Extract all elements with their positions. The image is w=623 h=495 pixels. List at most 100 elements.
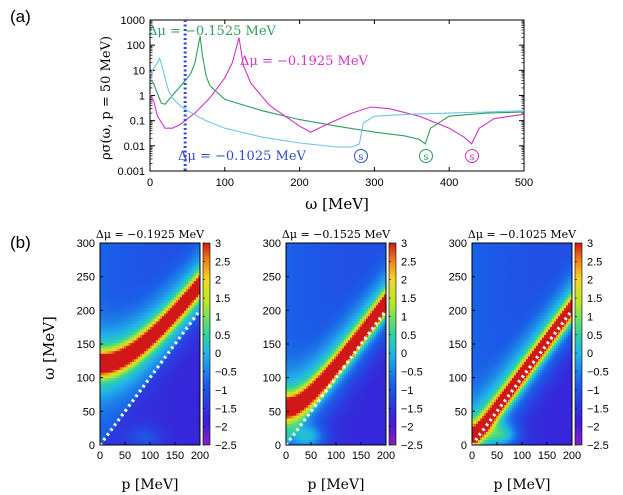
heatmap-cell — [150, 318, 153, 322]
heatmap-cell — [304, 420, 307, 424]
heatmap-cell — [122, 420, 125, 424]
heatmap-cell — [138, 401, 141, 405]
heatmap-cell — [132, 310, 135, 314]
heatmap-cell — [160, 409, 163, 414]
heatmap-cell — [178, 436, 181, 441]
heatmap-cell — [286, 420, 289, 424]
heatmap-cell — [312, 401, 315, 405]
heatmap-cell — [186, 350, 189, 354]
heatmap-cell — [148, 385, 151, 389]
heatmap-cell — [288, 404, 291, 408]
heatmap-cell — [126, 296, 129, 300]
heatmap-cell — [166, 318, 169, 322]
heatmap-cell — [122, 342, 125, 346]
heatmap-cell — [182, 323, 185, 327]
heatmap-cell — [184, 431, 187, 435]
heatmap-cell — [110, 383, 113, 387]
heatmap-cell — [116, 267, 119, 271]
heatmap-cell — [148, 348, 151, 352]
heatmap-cell — [310, 245, 313, 249]
heatmap-cell — [140, 345, 143, 349]
heatmap-cell — [194, 259, 197, 263]
heatmap-cell — [294, 307, 297, 311]
heatmap-cell — [126, 439, 129, 443]
heatmap-cell — [132, 337, 135, 341]
heatmap-cell — [108, 399, 111, 403]
heatmap-cell — [300, 310, 303, 314]
heatmap-cell — [192, 313, 195, 317]
heatmap-cell — [134, 412, 137, 416]
heatmap-cell — [188, 313, 191, 317]
heatmap-cell — [192, 423, 195, 427]
heatmap-cell — [102, 304, 105, 309]
heatmap-cell — [194, 431, 197, 435]
heatmap-cell — [154, 393, 157, 397]
heatmap-cell — [140, 321, 143, 325]
y-tick-label: 0.001 — [117, 166, 145, 178]
heatmap-cell — [158, 304, 161, 309]
heatmap-cell — [300, 323, 303, 327]
heatmap-cell — [300, 401, 303, 405]
heatmap-cell — [104, 339, 107, 344]
heatmap-cell — [166, 420, 169, 424]
heatmap-cell — [296, 307, 299, 311]
heatmap-cell — [308, 434, 311, 438]
heatmap-cell — [124, 439, 127, 443]
heatmap-cell — [300, 253, 303, 257]
heatmap-cell — [182, 366, 185, 370]
heatmap-cell — [134, 372, 137, 376]
heatmap-cell — [110, 366, 113, 370]
heatmap-cell — [132, 321, 135, 325]
heatmap-cell — [184, 259, 187, 263]
heatmap-cell — [142, 377, 145, 381]
heatmap-cell — [114, 353, 117, 357]
heatmap-cell — [168, 269, 171, 274]
heatmap-cell — [124, 342, 127, 346]
heatmap-cell — [120, 251, 123, 255]
heatmap-cell — [162, 369, 165, 373]
heatmap-cell — [106, 326, 109, 330]
heatmap-cell — [294, 310, 297, 314]
heatmap-cell — [112, 401, 115, 405]
heatmap-cell — [126, 248, 129, 252]
heatmap-cell — [198, 423, 201, 427]
heatmap-cell — [302, 361, 305, 365]
heatmap-cell — [196, 269, 199, 274]
heatmap-cell — [296, 329, 299, 333]
heatmap-cell — [286, 323, 289, 327]
heatmap-cell — [130, 286, 133, 290]
heatmap-cell — [144, 296, 147, 300]
heatmap-cell — [162, 404, 165, 408]
heatmap-cell — [138, 374, 141, 379]
heatmap-cell — [170, 286, 173, 290]
heatmap-cell — [130, 331, 133, 335]
heatmap-cell — [306, 296, 309, 300]
heatmap-cell — [102, 366, 105, 370]
heatmap-cell — [312, 291, 315, 295]
heatmap-cell — [286, 404, 289, 408]
heatmap-cell — [116, 423, 119, 427]
heatmap-cell — [176, 296, 179, 300]
heatmap-cell — [116, 286, 119, 290]
heatmap-cell — [144, 267, 147, 271]
heatmap-cell — [190, 401, 193, 405]
heatmap-cell — [116, 431, 119, 435]
heatmap-cell — [190, 396, 193, 400]
heatmap-cell — [124, 334, 127, 338]
heatmap-cell — [166, 331, 169, 335]
heatmap-cell — [154, 256, 157, 260]
heatmap-cell — [180, 264, 183, 268]
heatmap-cell — [176, 251, 179, 255]
heatmap-cell — [166, 283, 169, 287]
heatmap-cell — [134, 377, 137, 381]
heatmap-cell — [184, 409, 187, 414]
heatmap-cell — [124, 256, 127, 260]
heatmap-cell — [310, 436, 313, 441]
heatmap-cell — [120, 383, 123, 387]
heatmap-cell — [160, 366, 163, 370]
heatmap-cell — [120, 280, 123, 284]
heatmap-cell — [152, 428, 155, 432]
heatmap-cell — [146, 377, 149, 381]
heatmap-cell — [174, 337, 177, 341]
colorbar-tick-label: 1 — [215, 311, 221, 323]
